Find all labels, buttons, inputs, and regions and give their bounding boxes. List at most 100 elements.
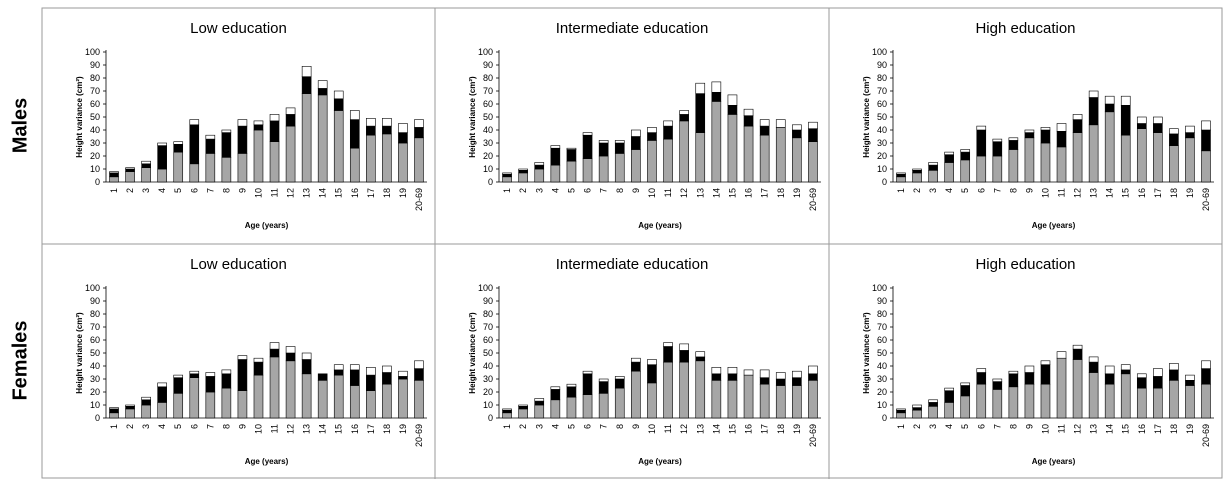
chart-females-low-bar-black (414, 368, 424, 381)
chart-females-low-bar-black (366, 374, 376, 392)
chart-males-low-ytick-label: 70 (90, 86, 100, 96)
chart-females-intermediate-bar-white (663, 342, 673, 347)
chart-males-low-bar-white (317, 80, 328, 89)
chart-females-intermediate-bar-gray (695, 360, 706, 419)
chart-males-high-bar-gray (1185, 137, 1195, 183)
chart-males-low-bar-gray (285, 125, 296, 183)
chart-males-high-bar-white (1169, 128, 1179, 135)
chart-females-low-bar-gray (285, 360, 296, 419)
chart-females-high-xtick-label: 17 (1153, 424, 1163, 434)
chart-females-intermediate-bar-white (792, 370, 802, 379)
chart-males-high-ytick-label: 80 (877, 73, 887, 83)
chart-females-high-ytick-label: 40 (877, 361, 887, 371)
chart-males-intermediate-bar-black (518, 170, 528, 174)
chart-females-intermediate-bar-gray (759, 383, 770, 419)
chart-males-high-bar-black (960, 151, 971, 161)
chart-females-low-bar-gray (237, 390, 248, 419)
chart-males-high-title: High education (975, 20, 1075, 37)
chart-females-intermediate-bar-gray (631, 370, 641, 419)
chart-females-high-bar-gray (1040, 383, 1051, 419)
chart-females-low-bar-white (414, 360, 424, 369)
chart-males-low-xtick-label: 4 (157, 188, 167, 193)
chart-females-intermediate-xtick-label: 2 (518, 424, 528, 429)
chart-males-intermediate-bar-black (759, 125, 770, 136)
chart-males-intermediate-xtick-label: 2 (518, 188, 528, 193)
chart-females-high-bar-white (896, 408, 906, 411)
chart-females-low-xtick-label: 2 (125, 424, 135, 429)
chart-females-low-bar-black (269, 348, 280, 358)
chart-females-low-ytick-label: 80 (90, 309, 100, 319)
chart-males-high-bar-gray (1008, 149, 1019, 183)
chart-males-high-bar-black (928, 164, 938, 171)
chart-males-low-xtick-label: 13 (302, 188, 312, 198)
chart-females-intermediate-bar-gray (598, 392, 609, 419)
chart-males-high-bar-black (1008, 140, 1019, 150)
chart-males-intermediate-bar-white (711, 81, 722, 93)
chart-females-high-bar-white (1072, 344, 1083, 350)
chart-males-intermediate-xtick-label: 13 (695, 188, 705, 198)
chart-males-intermediate-ytick-label: 30 (483, 138, 493, 148)
chart-females-high-bar-black (928, 402, 938, 407)
chart-females-low-bar-gray (301, 373, 312, 419)
chart-males-low-bar-gray (398, 142, 408, 183)
chart-females-high-bar-gray (1008, 386, 1019, 419)
chart-females-intermediate-xtick-label: 19 (792, 424, 802, 434)
chart-males-high-bar-black (992, 141, 1003, 157)
chart-females-low-bar-gray (333, 374, 344, 419)
chart-females-low-xtick-label: 4 (157, 424, 167, 429)
chart-males-high-ytick-label: 0 (882, 177, 887, 187)
chart-females-intermediate-xlabel: Age (years) (638, 457, 682, 466)
chart-males-intermediate-ytick-label: 0 (488, 177, 493, 187)
chart-females-high-bar-white (1153, 368, 1163, 377)
chart-males-high-bar-white (1153, 116, 1163, 124)
chart-females-high-bar-gray (1104, 383, 1115, 419)
chart-females-high-bar-black (912, 407, 922, 411)
chart-males-high-xtick-label: 15 (1121, 188, 1131, 198)
chart-males-high-bar-white (1072, 114, 1083, 120)
chart-females-high-bar-gray (1120, 373, 1131, 419)
chart-males-intermediate-bar-white (502, 172, 512, 175)
chart-males-low-bar-black (157, 145, 167, 170)
chart-males-high-xtick-label: 5 (960, 188, 970, 193)
chart-females-high-bar-white (1185, 374, 1195, 381)
chart-females-low-bar-gray (189, 377, 200, 419)
chart-females-intermediate-xtick-label: 16 (744, 424, 754, 434)
chart-females-low-xtick-label: 16 (350, 424, 360, 434)
chart-females-intermediate-bar-gray (808, 379, 818, 419)
chart-males-low-bar-black (253, 124, 264, 131)
chart-males-high-bar-gray (1104, 111, 1115, 183)
chart-females-intermediate-bar-white (550, 386, 561, 390)
chart-males-high-bar-white (992, 138, 1003, 143)
chart-females-high-bar-black (896, 409, 906, 414)
chart-males-intermediate-bar-white (598, 140, 609, 144)
chart-males-low-xtick-label: 19 (398, 188, 408, 198)
chart-males-high-ylabel: Height variance (cm²) (862, 76, 871, 158)
chart-males-intermediate-bar-black (695, 93, 706, 133)
chart-females-high-bar-black (992, 381, 1003, 390)
chart-males-high-bar-gray (1120, 134, 1131, 183)
chart-females-low-xtick-label: 19 (398, 424, 408, 434)
chart-females-low-xtick-label: 10 (253, 424, 263, 434)
chart-males-high-xtick-label: 17 (1153, 188, 1163, 198)
chart-females-high-bar-black (1153, 376, 1163, 389)
chart-males-low-bar-white (157, 142, 167, 146)
chart-females-low-bar-black (317, 373, 328, 381)
chart-females-intermediate-bar-white (598, 378, 609, 382)
chart-females-intermediate-ytick-label: 100 (478, 283, 493, 293)
chart-females-high-xtick-label: 13 (1089, 424, 1099, 434)
chart-females-intermediate-bar-white (711, 366, 722, 375)
chart-females-low-bar-gray (366, 390, 376, 419)
chart-males-low-xtick-label: 11 (270, 188, 280, 197)
chart-females-intermediate-xtick-label: 4 (550, 424, 560, 429)
chart-males-low-bar-white (301, 66, 312, 78)
chart-males-low-bar-gray (253, 129, 264, 183)
chart-females-intermediate-bar-white (679, 343, 689, 351)
chart-females-intermediate-xtick-label: 7 (599, 424, 609, 429)
chart-females-low-bar-black (349, 369, 360, 386)
chart-females-low-bar-black (333, 369, 344, 376)
chart-males-intermediate-xtick-label: 19 (792, 188, 802, 198)
chart-males-low-bar-white (173, 141, 184, 145)
chart-females-low-bar-black (382, 372, 392, 385)
chart-males-intermediate-bar-white (566, 147, 577, 150)
chart-females-high-bar-gray (960, 395, 971, 419)
